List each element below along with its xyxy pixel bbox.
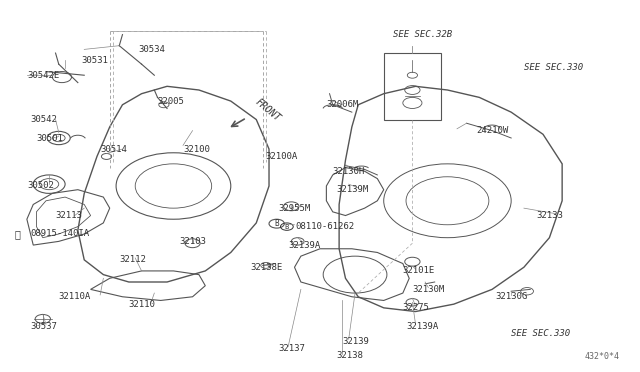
Text: 30542E: 30542E xyxy=(27,71,59,80)
Text: 32100A: 32100A xyxy=(266,152,298,161)
Text: 32103: 32103 xyxy=(180,237,207,246)
Text: 30537: 30537 xyxy=(30,322,57,331)
Text: 32100: 32100 xyxy=(183,145,210,154)
Text: 32138: 32138 xyxy=(336,351,363,360)
Text: 30534: 30534 xyxy=(138,45,165,54)
Text: 08915-140IA: 08915-140IA xyxy=(30,230,89,238)
Text: 32110: 32110 xyxy=(129,300,156,309)
Text: 32113: 32113 xyxy=(56,211,83,220)
Text: 32112: 32112 xyxy=(119,255,146,264)
Text: B: B xyxy=(275,219,279,228)
Text: SEE SEC.32B: SEE SEC.32B xyxy=(394,30,452,39)
Text: 32005: 32005 xyxy=(157,97,184,106)
Text: SEE SEC.330: SEE SEC.330 xyxy=(524,63,583,72)
Text: 24210W: 24210W xyxy=(476,126,508,135)
Text: 32101E: 32101E xyxy=(403,266,435,275)
Text: 30502: 30502 xyxy=(27,182,54,190)
Text: B: B xyxy=(285,224,289,230)
Text: 432*0*4: 432*0*4 xyxy=(584,352,620,361)
Text: 32138E: 32138E xyxy=(250,263,282,272)
Bar xyxy=(384,53,441,119)
Text: 32139A: 32139A xyxy=(288,241,321,250)
Text: 30542: 30542 xyxy=(30,115,57,124)
Text: 32275: 32275 xyxy=(403,303,429,312)
Text: 32006M: 32006M xyxy=(326,100,358,109)
Text: 32137: 32137 xyxy=(278,344,305,353)
Text: 08110-61262: 08110-61262 xyxy=(296,222,355,231)
Text: 32139: 32139 xyxy=(342,337,369,346)
Text: 32110A: 32110A xyxy=(59,292,91,301)
Text: 30501: 30501 xyxy=(36,134,63,142)
Text: FRONT: FRONT xyxy=(253,97,282,124)
Text: 32139M: 32139M xyxy=(336,185,368,194)
Text: SEE SEC.330: SEE SEC.330 xyxy=(511,329,570,338)
Text: 30531: 30531 xyxy=(81,56,108,65)
Text: 32139A: 32139A xyxy=(406,322,438,331)
Text: 32955M: 32955M xyxy=(278,203,311,213)
Text: 32130H: 32130H xyxy=(333,167,365,176)
Text: 32133: 32133 xyxy=(537,211,564,220)
Text: Ⓜ: Ⓜ xyxy=(14,229,20,239)
Text: 32130G: 32130G xyxy=(495,292,527,301)
Text: 30514: 30514 xyxy=(100,145,127,154)
Text: 32130M: 32130M xyxy=(412,285,445,294)
